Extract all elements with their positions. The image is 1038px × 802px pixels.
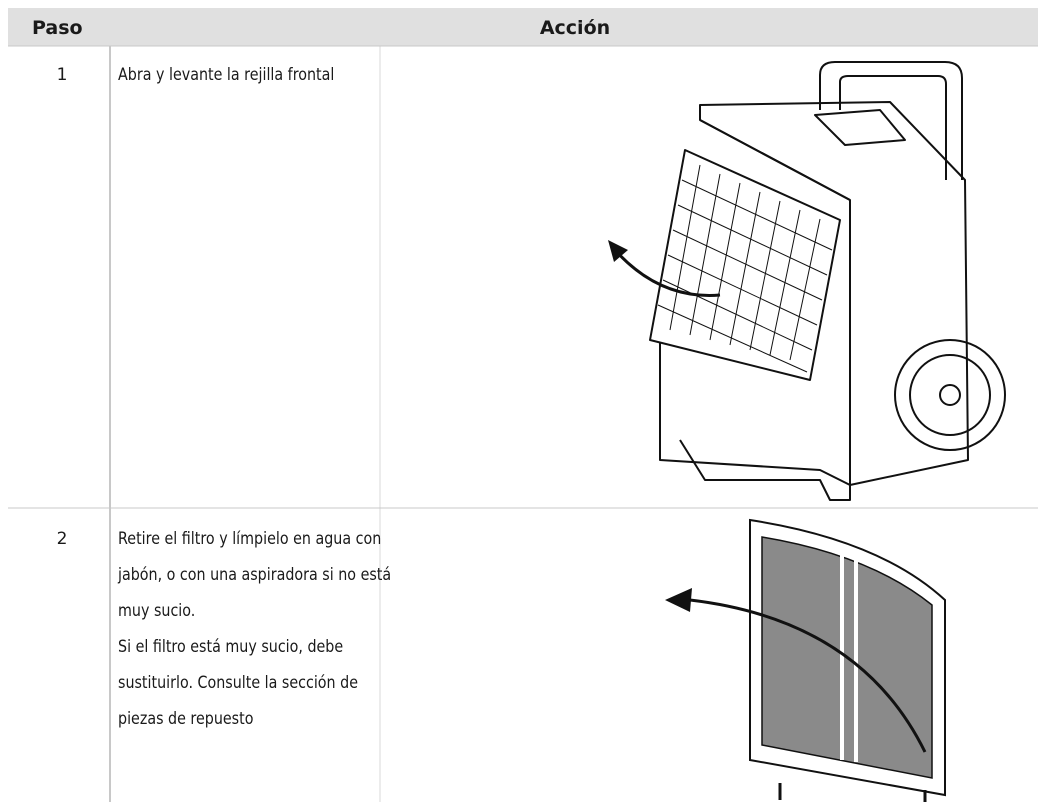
- dehumidifier-illustration: [649, 61, 1006, 501]
- step-number: 2: [57, 529, 68, 549]
- arrow: [613, 248, 721, 297]
- step-text: Abra y levante la rejilla frontal: [118, 65, 334, 85]
- header-cell: Acción: [540, 17, 610, 39]
- filter-illustration: [749, 518, 946, 802]
- arrow: [689, 598, 927, 753]
- step-text: sustituirlo. Consulte la sección de: [118, 673, 358, 693]
- header-bg: [8, 8, 1038, 46]
- step-text: jabón, o con una aspiradora si no está: [117, 565, 391, 585]
- step-text: muy sucio.: [118, 601, 195, 621]
- grille-pattern: [657, 164, 833, 373]
- arrow-head: [608, 240, 628, 262]
- step-text: piezas de repuesto: [118, 709, 253, 729]
- header-cell: Paso: [32, 17, 83, 39]
- step-text: Retire el filtro y límpielo en agua con: [118, 529, 381, 549]
- arrow-head: [665, 588, 692, 612]
- step-number: 1: [57, 65, 68, 85]
- step-text: Si el filtro está muy sucio, debe: [118, 637, 343, 657]
